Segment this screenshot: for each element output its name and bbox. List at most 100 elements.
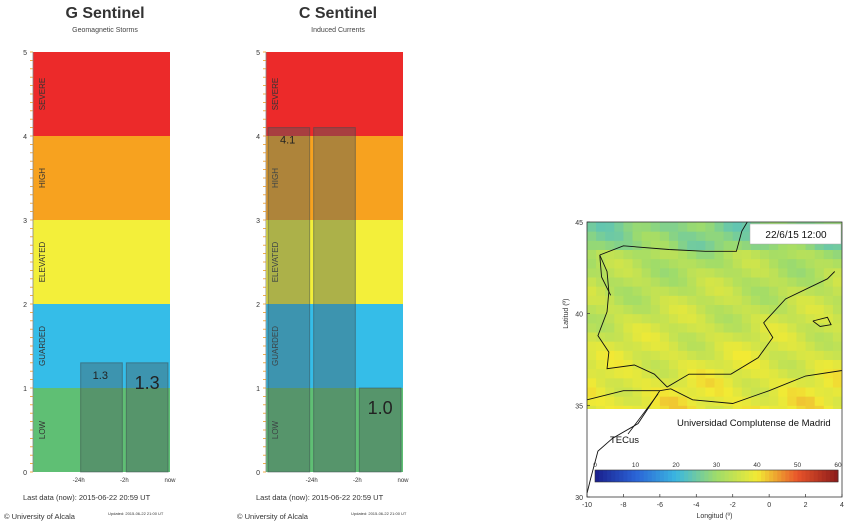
heat-cell [678,368,688,379]
heat-cell [805,387,816,397]
colorbar-cell [789,470,794,482]
heat-cell [814,377,825,388]
colorbar-cell [829,470,835,482]
colorbar-cell [623,470,628,482]
heat-cell [696,359,706,370]
x-tick-label: now [397,478,409,484]
band-label: GUARDED [38,326,47,366]
heat-cell [832,387,842,397]
heat-cell [596,387,606,397]
c-sentinel-chart: LOW GUARDED ELEVATED HIGH SEVERE 0 1 2 3 4 5 4.1 -24… [256,50,409,484]
band-label: SEVERE [38,78,47,110]
heat-cell [659,350,670,360]
heat-cell [714,258,725,269]
band-label: HIGH [38,168,47,188]
heat-cell [687,396,697,406]
heat-cell [760,304,770,315]
heat-cell [605,231,615,241]
heat-cell [668,258,679,269]
heat-cell [778,405,788,409]
timestamp-box [749,223,842,245]
colorbar-tick-label: 60 [834,462,842,469]
heat-cell [741,387,752,397]
heat-cell [705,377,715,388]
heat-cell [741,377,752,388]
colorbar-cell [813,470,819,482]
heat-cell [723,396,734,406]
heat-cell [696,377,706,388]
heat-cell [732,396,743,406]
heat-cell [778,277,788,287]
heat-cell [696,222,706,232]
heat-cell [714,396,725,406]
colorbar-cell [692,470,697,482]
heat-cell [769,258,779,269]
colorbar-cell [797,470,803,482]
heat-cell [823,304,834,315]
heat-cell [668,350,679,360]
colorbar-cell [615,470,620,482]
heat-cell [778,368,788,379]
heat-cell [605,240,615,250]
heat-cell [641,286,652,296]
heat-cell [741,332,752,342]
heat-cell [769,387,779,397]
heat-cell [641,240,652,250]
heat-cell [614,322,624,333]
heat-cell [650,258,661,269]
heat-cell [659,295,670,305]
heat-cell [714,359,725,370]
heat-cell [814,249,825,260]
heat-cell [769,341,779,351]
heat-cell [659,396,670,406]
heat-cell [832,313,842,324]
heat-cell [714,286,725,296]
heat-cell [687,341,697,351]
heat-cell [678,322,688,333]
heat-cell [805,286,816,296]
colorbar-cell [781,470,786,482]
heat-cell [650,267,661,278]
heat-cell [823,359,834,370]
heat-cell [814,359,825,370]
heat-cell [705,368,715,379]
heat-cell [587,258,597,269]
heat-cell [587,249,597,260]
heat-cell [714,249,725,260]
heat-cell [623,322,634,333]
heat-cell [632,231,643,241]
heat-cell [678,377,688,388]
heat-cell [605,341,615,351]
heat-cell [760,258,770,269]
heat-cell [832,359,842,370]
heat-cell [632,350,643,360]
heat-cell [632,222,643,232]
heat-cell [696,341,706,351]
heat-cell [605,359,615,370]
heat-cell [668,313,679,324]
heat-cell [805,313,816,324]
colorbar-label: TECus [610,435,639,446]
heat-cell [750,377,761,388]
colorbar-cell [821,470,827,482]
heat-cell [796,387,807,397]
heat-cell [587,240,597,250]
heat-cell [787,350,797,360]
heat-cell [769,332,779,342]
colorbar-cell [765,470,770,482]
heat-cell [605,322,615,333]
heat-cell [787,240,797,250]
heat-cell [760,377,770,388]
colorbar-cell [700,470,705,482]
heat-cell [714,240,725,250]
heat-cell [696,350,706,360]
x-tick-label: -6 [657,502,663,509]
heat-cell [659,231,670,241]
band-label: SEVERE [271,78,280,110]
heat-cell [750,249,761,260]
heat-cell [623,332,634,342]
heat-cell [787,295,797,305]
heat-cell [750,332,761,342]
heat-cell [605,258,615,269]
heat-cell [832,377,842,388]
